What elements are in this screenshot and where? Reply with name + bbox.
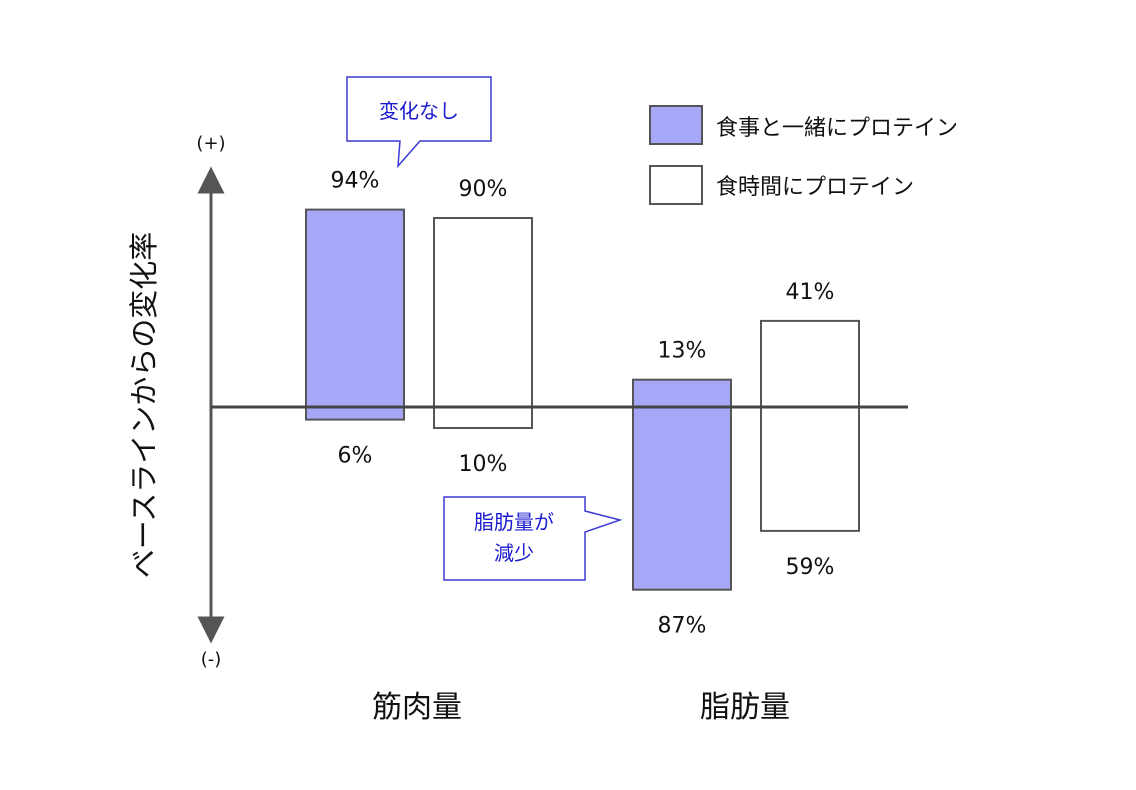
bar-muscle-with-meal [305, 208, 405, 421]
y-bottom-label: (-) [201, 649, 222, 670]
label-below-fat-with-meal: 87% [658, 614, 707, 639]
bar-fat-with-meal [632, 378, 732, 591]
callout-fat-decrease-line2: 減少 [494, 541, 534, 565]
callout-no-change [346, 76, 492, 169]
label-below-fat-between-meals: 59% [786, 555, 835, 580]
bar-muscle-between-meals [433, 217, 533, 429]
legend-label-between-meals: 食時間にプロテイン [716, 175, 914, 200]
legend-swatch-between-meals [649, 165, 703, 205]
bar-fat-between-meals [760, 319, 860, 532]
label-below-muscle-between-meals: 10% [459, 452, 508, 477]
label-above-muscle-with-meal: 94% [331, 169, 380, 194]
bars-group [305, 208, 860, 591]
y-top-label: (+) [196, 133, 225, 154]
y-axis-label: ベースラインからの変化率 [127, 232, 161, 579]
callout-fat-decrease [443, 496, 623, 581]
label-above-fat-with-meal: 13% [658, 339, 707, 364]
category-label-fat: 脂肪量 [700, 690, 790, 725]
labels-group: 94% 6% 13% 87% 90% 10% 41% 59% [331, 169, 835, 639]
label-above-fat-between-meals: 41% [786, 280, 835, 305]
label-below-muscle-with-meal: 6% [338, 444, 373, 469]
label-above-muscle-between-meals: 90% [459, 177, 508, 202]
legend-swatch-with-meal [649, 105, 703, 145]
callout-no-change-text: 変化なし [379, 99, 459, 123]
callout-fat-decrease-line1: 脂肪量が [474, 510, 554, 534]
category-label-muscle: 筋肉量 [372, 690, 462, 725]
legend-label-with-meal: 食事と一緒にプロテイン [716, 116, 958, 141]
